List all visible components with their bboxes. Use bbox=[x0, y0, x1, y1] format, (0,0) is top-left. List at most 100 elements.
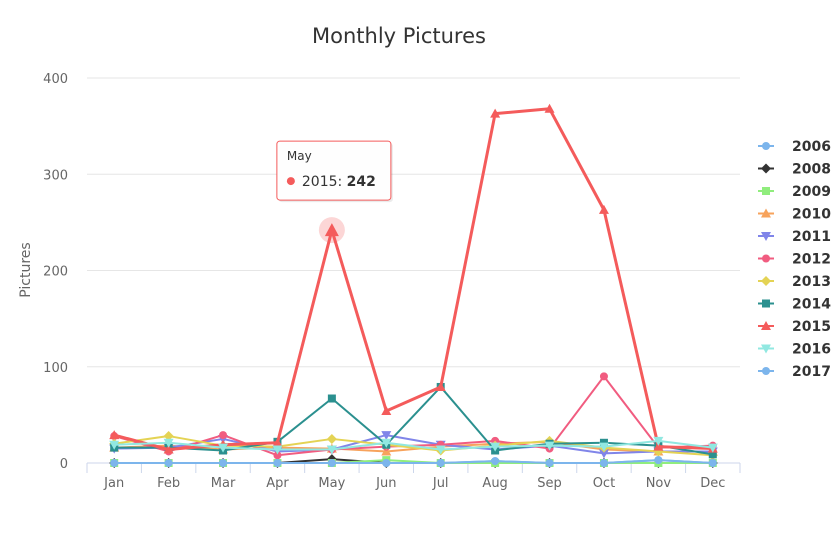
point-2016-Nov bbox=[653, 436, 664, 446]
y-axis-ticks: 0 100 200 300 400 bbox=[43, 72, 68, 472]
y-tick-label: 300 bbox=[43, 168, 68, 183]
gridlines bbox=[87, 77, 740, 368]
x-tick-label: Dec bbox=[700, 476, 725, 491]
legend-item-2006: 2006 bbox=[758, 139, 831, 155]
legend-label: 2011 bbox=[792, 229, 831, 245]
plot-area bbox=[109, 103, 718, 468]
legend-item-2015: 2015 bbox=[758, 319, 831, 335]
hover-point bbox=[324, 223, 339, 237]
y-tick-label: 100 bbox=[43, 361, 68, 376]
point-2014-Dec bbox=[708, 450, 717, 459]
y-tick-label: 0 bbox=[60, 457, 68, 472]
x-tick-label: Oct bbox=[593, 476, 615, 491]
point-2015-Jul bbox=[435, 381, 446, 391]
point-2017-May bbox=[327, 459, 336, 467]
chart-title: Monthly Pictures bbox=[312, 24, 486, 48]
legend-label: 2016 bbox=[792, 342, 831, 358]
point-2016-Mar bbox=[218, 443, 229, 453]
point-2015-Aug bbox=[490, 108, 501, 118]
legend-marker bbox=[762, 187, 770, 195]
point-2017-Oct bbox=[599, 459, 608, 467]
legend-label: 2008 bbox=[792, 162, 831, 178]
y-tick-label: 200 bbox=[43, 265, 68, 280]
point-2017-Aug bbox=[491, 457, 500, 466]
point-2012-Mar bbox=[219, 431, 228, 440]
y-axis-title: Pictures bbox=[18, 242, 34, 297]
legend: 2006 2008 2009 2010 2011 2012 2013 2014 2015 2016… bbox=[758, 139, 831, 380]
legend-marker bbox=[762, 142, 770, 150]
point-2015-Jun bbox=[381, 406, 392, 416]
point-2011-Oct bbox=[598, 449, 609, 459]
series-line-2017 bbox=[114, 459, 713, 464]
series-line-2010 bbox=[114, 440, 713, 453]
legend-item-2012: 2012 bbox=[758, 252, 831, 268]
point-2016-Dec bbox=[707, 443, 718, 453]
point-2015-Apr bbox=[272, 437, 283, 447]
legend-marker bbox=[761, 344, 771, 354]
series-2015 bbox=[109, 103, 718, 454]
legend-item-2014: 2014 bbox=[758, 297, 831, 313]
point-2016-May bbox=[326, 445, 337, 455]
point-2015-Sep bbox=[544, 103, 555, 113]
legend-marker bbox=[761, 232, 771, 241]
point-2017-Jan bbox=[110, 459, 119, 467]
series-2016 bbox=[109, 436, 718, 455]
point-2015-Jan bbox=[109, 430, 120, 440]
point-2010-Jun bbox=[381, 446, 392, 456]
x-tick-label: Jun bbox=[375, 476, 396, 491]
series-line-2014 bbox=[114, 385, 713, 456]
tooltip-text: 2015: 242 bbox=[302, 174, 376, 190]
legend-label: 2009 bbox=[792, 184, 831, 200]
legend-label: 2013 bbox=[792, 274, 831, 290]
point-2016-Jan bbox=[109, 440, 120, 450]
legend-item-2017: 2017 bbox=[758, 364, 831, 380]
legend-marker bbox=[762, 299, 770, 308]
point-2017-Apr bbox=[273, 459, 282, 467]
tooltip-bullet bbox=[286, 177, 295, 186]
point-2014-May bbox=[327, 394, 336, 403]
x-tick-label: May bbox=[318, 476, 345, 491]
tooltip-value: 242 bbox=[347, 174, 376, 190]
tooltip-box bbox=[276, 140, 392, 201]
x-tick-label: Aug bbox=[482, 476, 507, 491]
point-2017-Nov bbox=[654, 456, 663, 465]
legend-label: 2014 bbox=[792, 297, 831, 313]
point-2012-Oct bbox=[599, 372, 608, 381]
legend-marker bbox=[761, 276, 771, 286]
point-2011-Jun bbox=[381, 431, 392, 441]
point-2016-Jul bbox=[435, 445, 446, 455]
point-2015-Nov bbox=[653, 441, 664, 451]
legend-item-2016: 2016 bbox=[758, 342, 831, 358]
point-2016-Jun bbox=[381, 438, 392, 448]
point-2017-Mar bbox=[219, 459, 228, 467]
tooltip-series-label: 2015: bbox=[302, 174, 347, 190]
x-tick-label: Nov bbox=[646, 476, 672, 491]
point-2017-Jul bbox=[436, 459, 445, 467]
legend-item-2009: 2009 bbox=[758, 184, 831, 200]
series-2017 bbox=[110, 456, 717, 467]
x-axis: Jan Feb Mar Apr May Jun Jul Aug Sep Oct Nov Dec bbox=[86, 462, 741, 491]
point-2016-Feb bbox=[163, 438, 174, 448]
legend-item-2013: 2013 bbox=[758, 274, 831, 290]
x-tick-label: Apr bbox=[266, 476, 289, 491]
legend-item-2010: 2010 bbox=[758, 207, 831, 223]
legend-label: 2012 bbox=[792, 252, 831, 268]
legend-marker bbox=[761, 163, 771, 174]
x-tick-label: Jul bbox=[432, 476, 449, 491]
series-line-2015 bbox=[113, 107, 713, 452]
x-tick-label: Sep bbox=[537, 476, 562, 491]
series-line-2016 bbox=[114, 439, 713, 451]
point-2015-Oct bbox=[598, 204, 609, 214]
legend-marker bbox=[762, 254, 770, 263]
point-2017-Sep bbox=[545, 459, 554, 467]
legend-marker bbox=[762, 367, 770, 375]
legend-label: 2010 bbox=[792, 207, 831, 223]
point-2017-Jun bbox=[382, 459, 391, 467]
point-2013-May bbox=[326, 433, 337, 444]
x-tick-label: Jan bbox=[103, 476, 124, 491]
tooltip: May 2015: 242 bbox=[276, 140, 393, 203]
legend-item-2011: 2011 bbox=[758, 229, 831, 245]
point-2016-Aug bbox=[490, 442, 501, 452]
x-tick-label: Mar bbox=[211, 476, 236, 491]
y-tick-label: 400 bbox=[43, 72, 68, 87]
